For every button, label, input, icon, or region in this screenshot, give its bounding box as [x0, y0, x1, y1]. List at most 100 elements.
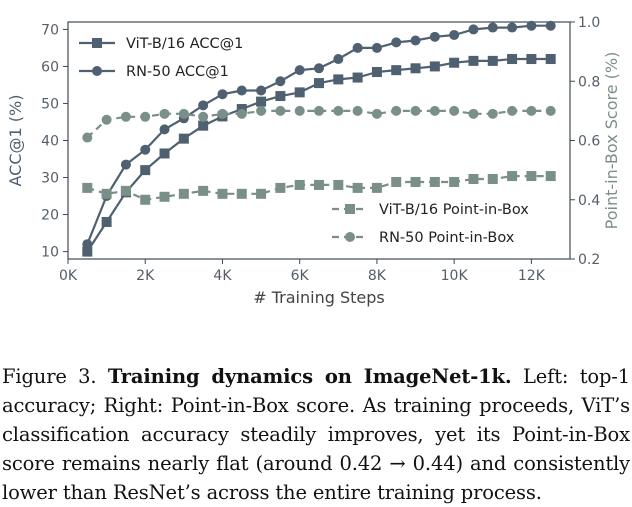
data-point: [159, 124, 170, 135]
data-point: [140, 194, 151, 205]
data-point: [236, 85, 247, 96]
series-2: [82, 171, 556, 205]
y-left-tick-label: 10: [41, 245, 59, 261]
data-point: [198, 120, 209, 131]
data-point: [236, 108, 247, 119]
data-point: [256, 96, 267, 107]
data-point: [198, 111, 209, 122]
data-point: [487, 108, 498, 119]
data-point: [314, 63, 324, 74]
data-point: [371, 42, 382, 53]
data-point: [294, 87, 305, 98]
data-point: [391, 105, 402, 116]
data-point: [294, 105, 305, 116]
data-point: [275, 105, 286, 116]
data-point: [468, 24, 479, 35]
data-point: [140, 144, 151, 155]
data-point: [545, 20, 556, 31]
data-point: [178, 188, 189, 199]
data-point: [101, 188, 112, 199]
legend-label: ViT-B/16 ACC@1: [126, 36, 243, 52]
x-tick-label: 4K: [213, 268, 232, 284]
axes: 0K 2K 4K 6K 8K 10K 12K # Training Steps 10 20 30 40…: [6, 15, 621, 307]
data-point: [410, 35, 421, 46]
data-point: [198, 100, 209, 111]
data-point: [82, 132, 93, 143]
data-point: [159, 108, 170, 119]
data-point: [429, 61, 440, 72]
figure-caption: Figure 3. Training dynamics on ImageNet-…: [2, 362, 630, 507]
data-point: [101, 216, 112, 227]
legend-swatch-marker: [92, 66, 102, 76]
chart-canvas: 0K 2K 4K 6K 8K 10K 12K # Training Steps 10 20 30 40…: [6, 15, 621, 307]
y-left-tick-label: 40: [41, 134, 59, 150]
data-point: [507, 54, 518, 65]
legends: ViT-B/16 ACC@1 RN-50 ACC@1 ViT-B/16 Point-…: [79, 36, 529, 246]
data-point: [352, 182, 363, 193]
y-right-tick-label: 0.4: [578, 193, 600, 209]
data-point: [526, 54, 537, 65]
data-point: [449, 105, 460, 116]
data-point: [449, 176, 460, 187]
series-3: [82, 105, 556, 143]
data-point: [352, 42, 363, 53]
data-point: [178, 133, 189, 144]
x-tick-label: 10K: [441, 268, 469, 284]
data-point: [526, 105, 537, 116]
data-point: [429, 31, 440, 42]
data-point: [449, 29, 460, 40]
data-point: [410, 63, 421, 74]
data-point: [449, 57, 460, 68]
caption-title: Training dynamics on ImageNet-1k.: [107, 364, 512, 388]
data-point: [391, 37, 402, 48]
data-point: [294, 65, 305, 76]
data-point: [468, 174, 479, 185]
x-tick-label: 8K: [368, 268, 387, 284]
series-1: [82, 20, 556, 250]
data-point: [371, 182, 382, 193]
data-point: [120, 111, 131, 122]
data-point: [333, 105, 344, 116]
data-point: [159, 191, 170, 202]
data-point: [545, 54, 556, 65]
data-point: [410, 176, 421, 187]
data-point: [429, 105, 440, 116]
y-right-tick-label: 0.8: [578, 74, 600, 90]
series-0: [82, 54, 556, 257]
data-point: [314, 78, 324, 89]
legend-label: RN-50 Point-in-Box: [379, 230, 515, 246]
data-point: [101, 114, 112, 125]
data-point: [256, 105, 267, 116]
data-point: [468, 55, 479, 66]
data-point: [82, 182, 93, 193]
data-point: [217, 89, 228, 100]
data-point: [352, 72, 363, 83]
y-left-tick-label: 60: [41, 59, 59, 75]
legend-label: RN-50 ACC@1: [126, 64, 229, 80]
data-point: [507, 171, 518, 182]
y-right-tick-label: 0.6: [578, 134, 600, 150]
data-point: [507, 105, 518, 116]
y-right-axis-title: Point-in-Box Score (%): [602, 52, 621, 230]
data-point: [487, 174, 498, 185]
y-left-tick-label: 20: [41, 208, 59, 224]
y-right-tick-label: 0.2: [578, 252, 600, 268]
data-point: [545, 105, 556, 116]
data-point: [333, 179, 344, 190]
y-left-tick-label: 50: [41, 96, 59, 112]
x-axis-title: # Training Steps: [253, 288, 384, 307]
y-left-axis-title: ACC@1 (%): [6, 95, 25, 187]
data-point: [468, 108, 479, 119]
data-point: [178, 108, 189, 119]
data-point: [487, 55, 498, 66]
data-point: [314, 105, 324, 116]
x-tick-label: 2K: [136, 268, 155, 284]
y-right-tick-label: 1.0: [578, 15, 600, 31]
x-tick-label: 12K: [518, 268, 546, 284]
caption-label: Figure 3.: [2, 364, 97, 388]
data-point: [391, 176, 402, 187]
data-point: [82, 239, 93, 250]
data-point: [275, 182, 286, 193]
data-point: [120, 159, 131, 170]
data-point: [236, 188, 247, 199]
